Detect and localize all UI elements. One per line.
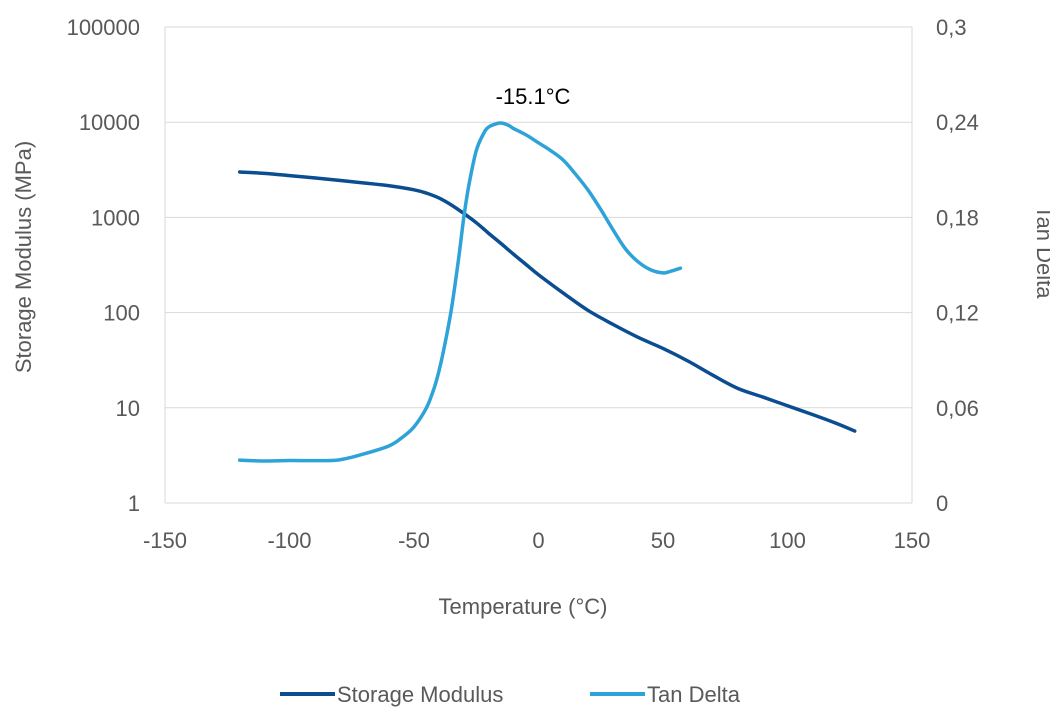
x-tick-label: -50: [398, 528, 430, 553]
y-axis-title: Storage Modulus (MPa): [11, 141, 36, 373]
x-tick-label: 150: [894, 528, 931, 553]
legend-item-tan-delta: Tan Delta: [590, 682, 741, 707]
series-line-storage-modulus: [237, 170, 857, 433]
peak-annotation: -15.1°C: [496, 84, 571, 109]
y2-axis-title: Tan Delta: [1032, 206, 1050, 300]
x-tick-label: -100: [267, 528, 311, 553]
y-tick-label: 1000: [91, 205, 140, 230]
y-tick-label: 10000: [79, 110, 140, 135]
x-tick-label: 100: [769, 528, 806, 553]
y2-tick-label: 0,12: [936, 301, 979, 326]
series-line-tan-delta: [237, 121, 683, 463]
legend-label-tan-delta: Tan Delta: [647, 682, 741, 707]
plot-series: [237, 121, 857, 463]
tick-labels: -150 -100 -50 0 50 100 150 1 10 100 1000 10000 10000…: [67, 15, 979, 553]
x-axis-title: Temperature (°C): [439, 594, 608, 619]
legend: Storage Modulus Tan Delta: [280, 682, 741, 707]
y-tick-label: 100000: [67, 15, 140, 40]
y2-tick-label: 0: [936, 491, 948, 516]
axes: [164, 27, 913, 504]
y2-tick-label: 0,3: [936, 15, 967, 40]
legend-item-storage-modulus: Storage Modulus: [280, 682, 503, 707]
y2-tick-label: 0,24: [936, 110, 979, 135]
x-tick-label: 0: [532, 528, 544, 553]
legend-label-storage-modulus: Storage Modulus: [337, 682, 503, 707]
x-tick-label: -150: [143, 528, 187, 553]
y2-tick-label: 0,06: [936, 396, 979, 421]
y-tick-label: 10: [116, 396, 140, 421]
y2-tick-label: 0,18: [936, 205, 979, 230]
y-tick-label: 100: [103, 301, 140, 326]
x-tick-label: 50: [651, 528, 675, 553]
y-tick-label: 1: [128, 491, 140, 516]
grid-lines: [165, 26, 912, 409]
